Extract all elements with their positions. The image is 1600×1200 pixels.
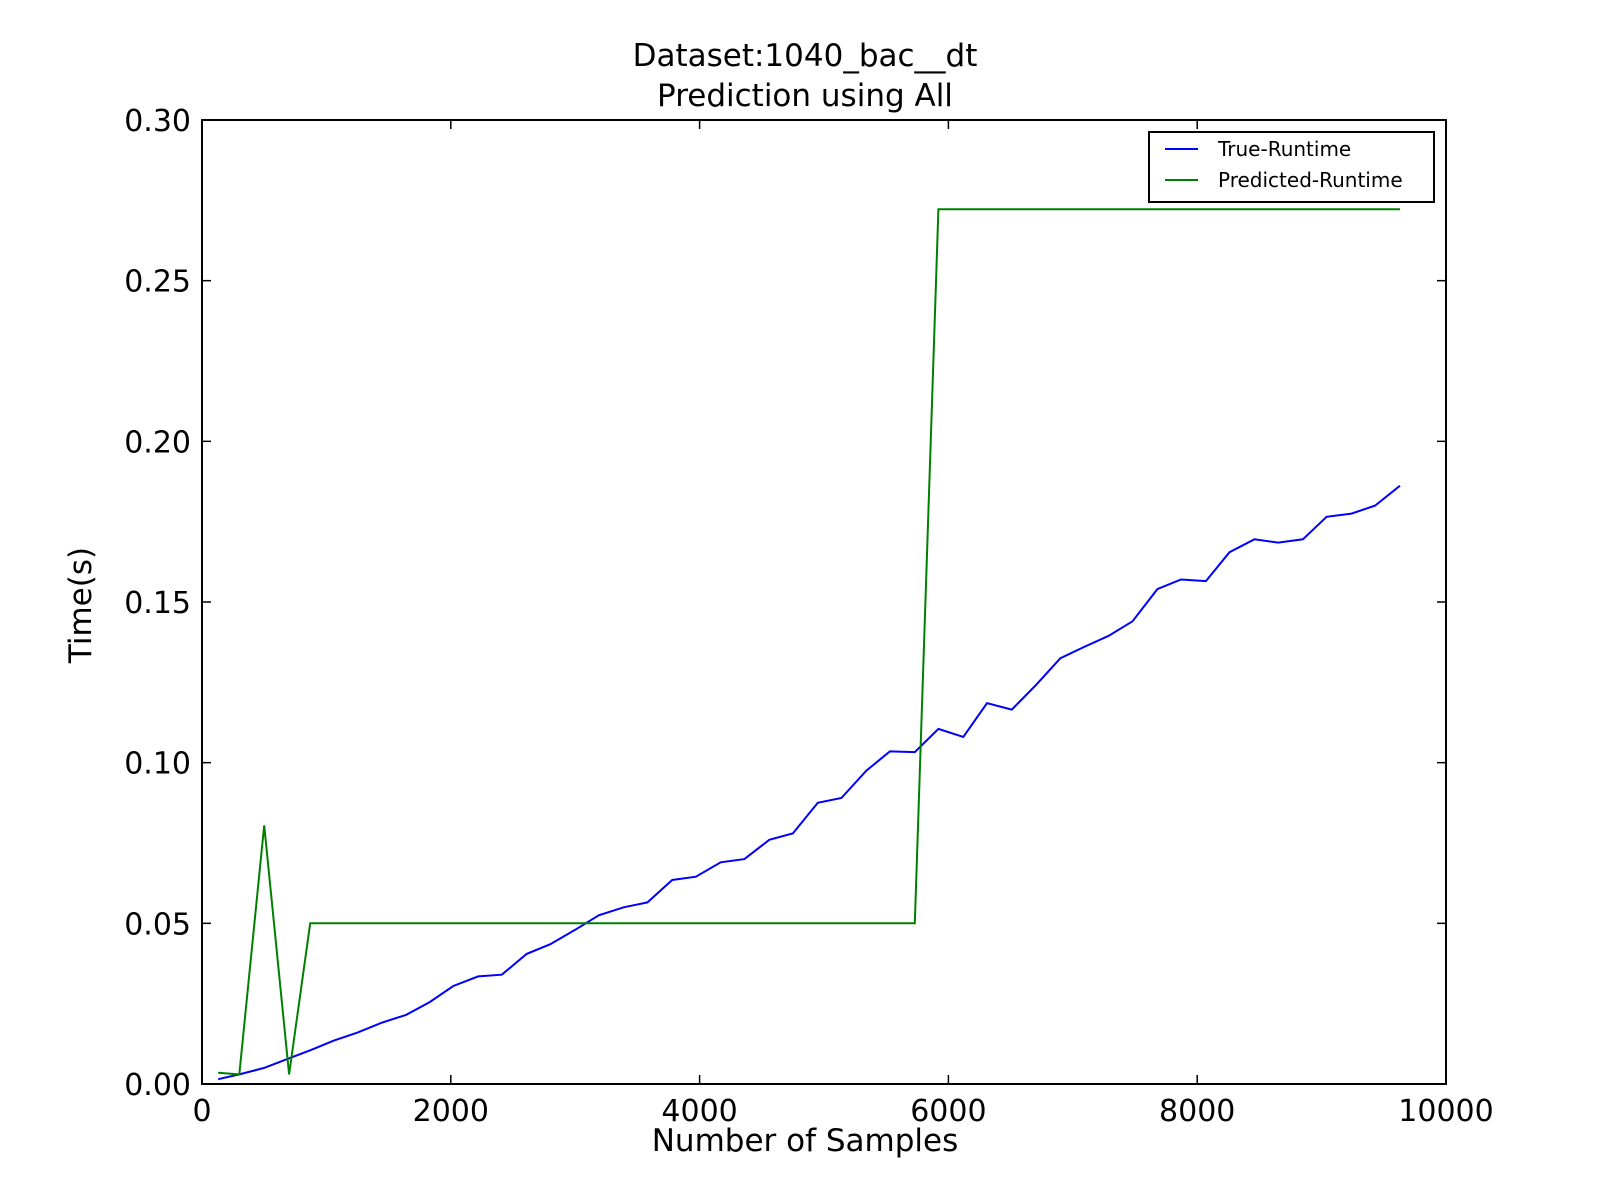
x-axis-label: Number of Samples — [652, 1123, 959, 1159]
y-tick-label: 0.25 — [124, 265, 191, 300]
x-tick-label: 4000 — [661, 1094, 737, 1129]
chart-title-line-1: Dataset:1040_bac__dt — [633, 38, 978, 74]
y-tick-label: 0.30 — [124, 104, 191, 139]
chart-title-line-2: Prediction using All — [657, 78, 953, 114]
y-tick-label: 0.20 — [124, 425, 191, 460]
legend: True-Runtime Predicted-Runtime — [1148, 131, 1435, 203]
x-tick-label: 2000 — [413, 1094, 489, 1129]
axis-ticks: 0 2000 4000 6000 8000 10000 0.00 0.05 0.10 0.15 0.… — [124, 104, 1494, 1129]
legend-label-true-runtime: True-Runtime — [1217, 137, 1351, 161]
x-tick-label: 8000 — [1159, 1094, 1235, 1129]
y-tick-label: 0.10 — [124, 747, 191, 782]
x-tick-label: 10000 — [1398, 1094, 1493, 1129]
y-tick-label: 0.00 — [124, 1068, 191, 1103]
y-axis-label: Time(s) — [63, 547, 99, 664]
y-tick-label: 0.15 — [124, 586, 191, 621]
x-tick-label: 6000 — [910, 1094, 986, 1129]
series-line-true-runtime — [217, 484, 1401, 1081]
x-tick-label: 0 — [192, 1094, 211, 1129]
legend-box — [1148, 131, 1435, 203]
y-tick-label: 0.05 — [124, 907, 191, 942]
series-line-predicted-runtime — [218, 208, 1400, 1076]
legend-label-predicted-runtime: Predicted-Runtime — [1218, 168, 1403, 192]
